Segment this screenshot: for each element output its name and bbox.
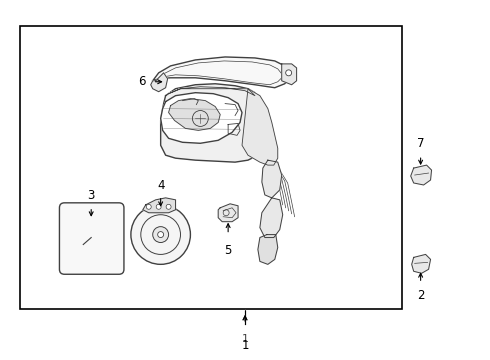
Circle shape bbox=[153, 227, 169, 243]
Text: 1: 1 bbox=[241, 339, 249, 352]
Text: 3: 3 bbox=[88, 189, 95, 202]
Text: 6: 6 bbox=[138, 75, 146, 88]
Polygon shape bbox=[161, 84, 268, 162]
Polygon shape bbox=[218, 204, 238, 222]
Polygon shape bbox=[411, 165, 432, 185]
Polygon shape bbox=[282, 64, 296, 85]
Circle shape bbox=[131, 205, 191, 264]
Polygon shape bbox=[169, 99, 220, 130]
Polygon shape bbox=[242, 89, 278, 165]
Circle shape bbox=[158, 231, 164, 238]
Bar bbox=[20, 26, 402, 309]
Polygon shape bbox=[412, 255, 431, 273]
FancyBboxPatch shape bbox=[59, 203, 124, 274]
Text: 7: 7 bbox=[417, 137, 424, 150]
Polygon shape bbox=[153, 57, 290, 88]
Polygon shape bbox=[143, 198, 175, 213]
Polygon shape bbox=[260, 198, 283, 238]
Polygon shape bbox=[169, 87, 255, 96]
Polygon shape bbox=[262, 160, 282, 198]
Text: 2: 2 bbox=[417, 289, 424, 302]
Text: 1: 1 bbox=[242, 334, 248, 344]
Circle shape bbox=[156, 204, 161, 209]
Circle shape bbox=[147, 204, 151, 209]
Text: 5: 5 bbox=[224, 243, 232, 257]
Polygon shape bbox=[151, 73, 168, 92]
Polygon shape bbox=[258, 235, 278, 264]
Circle shape bbox=[286, 70, 292, 76]
Text: 4: 4 bbox=[157, 179, 165, 192]
Circle shape bbox=[166, 204, 171, 209]
Polygon shape bbox=[161, 93, 242, 143]
